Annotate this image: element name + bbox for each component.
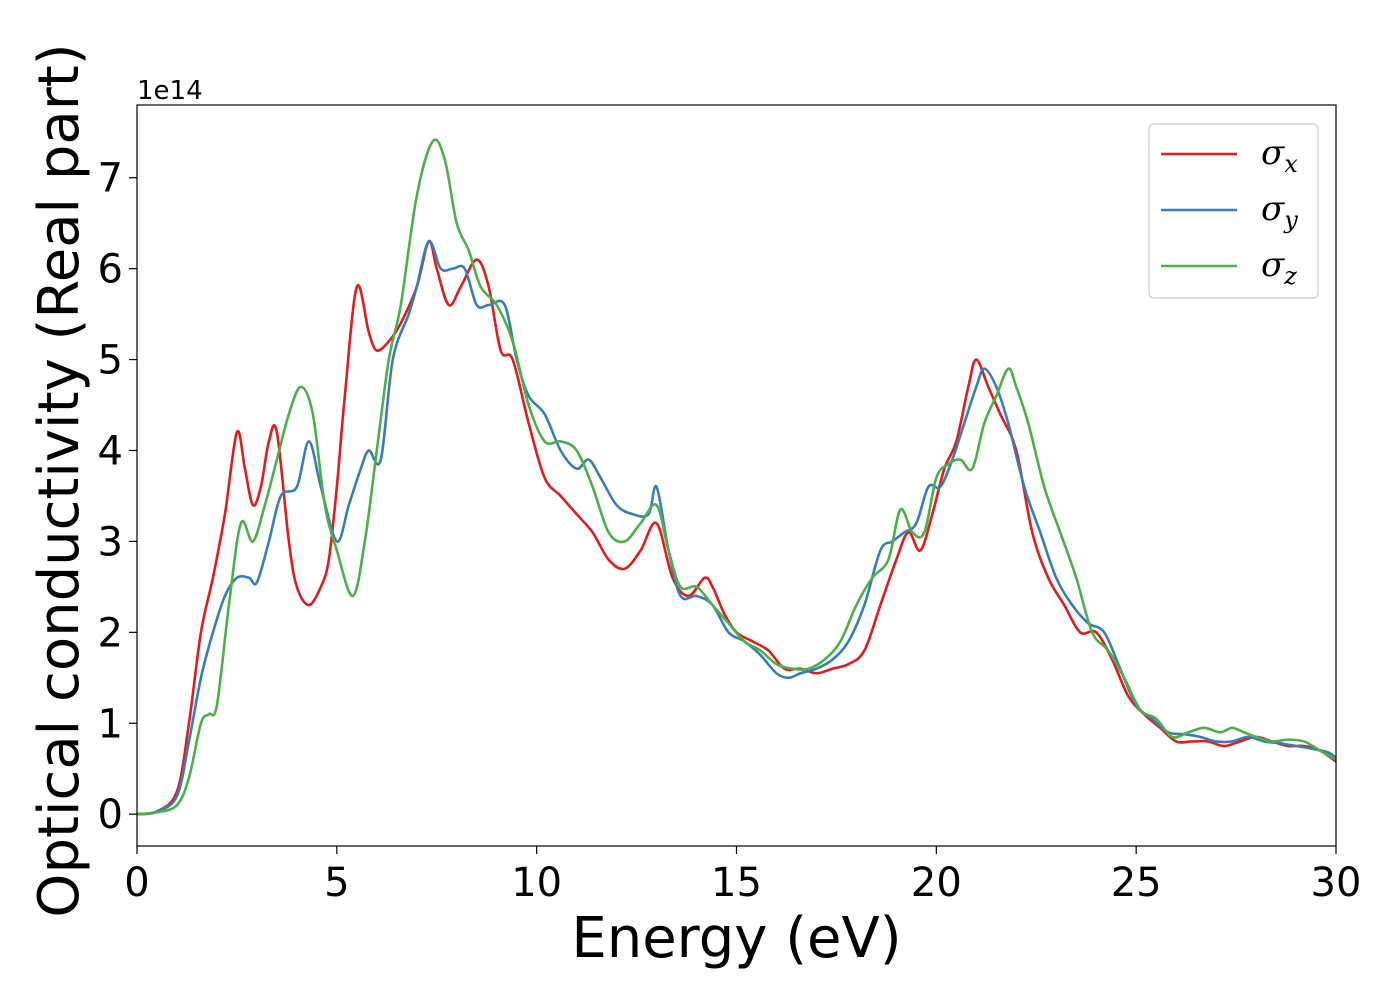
x-tick-label: 10: [511, 860, 562, 906]
y-tick-label: 0: [98, 792, 123, 838]
y-tick-label: 7: [98, 156, 123, 202]
y-axis-label: Optical conductivity (Real part): [27, 43, 92, 917]
x-tick-label: 5: [324, 860, 349, 906]
y-tick-label: 3: [98, 519, 123, 565]
y-tick-label: 4: [98, 428, 123, 474]
plot-area: [137, 138, 1336, 816]
legend-label-y: σy: [1261, 189, 1298, 234]
x-tick-label: 20: [911, 860, 962, 906]
series-line-z: [137, 138, 1336, 816]
y-tick-label: 6: [98, 247, 123, 293]
y-tick-label: 2: [98, 610, 123, 656]
legend-label-x: σx: [1261, 133, 1298, 178]
x-tick-label: 0: [124, 860, 149, 906]
y-tick-label: 1: [98, 701, 123, 747]
x-axis-label: Energy (eV): [571, 906, 901, 971]
x-tick-label: 15: [711, 860, 762, 906]
legend: σx σy σz: [1148, 123, 1319, 299]
series-line-x: [137, 239, 1336, 816]
legend-label-z: σz: [1261, 245, 1297, 290]
y-offset-label: 1e14: [137, 76, 203, 106]
axes: 0 5 10 15 20 25 30 0 1 2 3 4 5 6 7: [98, 104, 1362, 906]
x-tick-label: 25: [1111, 860, 1162, 906]
y-tick-label: 5: [98, 338, 123, 384]
series-line-y: [137, 240, 1336, 816]
x-tick-label: 30: [1311, 860, 1362, 906]
